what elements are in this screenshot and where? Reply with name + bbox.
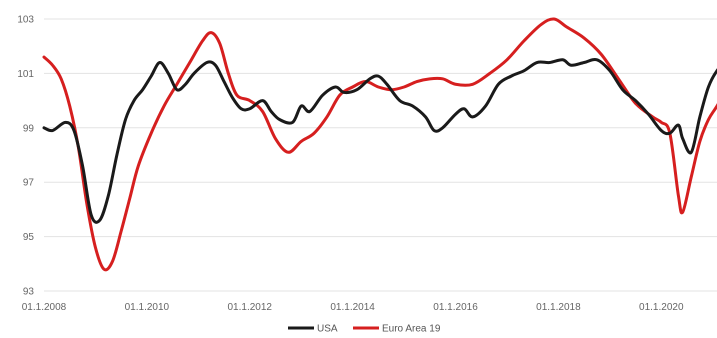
y-tick-label: 99 bbox=[23, 123, 35, 134]
x-tick-label: 01.1.2010 bbox=[125, 302, 170, 313]
x-tick-label: 01.1.2016 bbox=[433, 302, 478, 313]
y-tick-label: 97 bbox=[23, 178, 35, 189]
gridlines bbox=[44, 18, 717, 292]
x-tick-label: 01.1.2020 bbox=[639, 302, 684, 313]
legend-label-usa: USA bbox=[317, 324, 338, 335]
legend-label-euro-area-19: Euro Area 19 bbox=[382, 324, 441, 335]
y-axis: 93 95 97 99 101 103 bbox=[17, 15, 34, 298]
series-line-euro-area-19 bbox=[42, 17, 717, 272]
x-axis: 01.1.2008 01.1.2010 01.1.2012 01.1.2014 01.1… bbox=[22, 302, 684, 313]
x-tick-label: 01.1.2014 bbox=[330, 302, 375, 313]
y-tick-label: 101 bbox=[17, 69, 34, 80]
x-tick-label: 01.1.2008 bbox=[22, 302, 67, 313]
legend: USA Euro Area 19 bbox=[288, 324, 441, 335]
series-line-usa bbox=[42, 57, 717, 224]
x-tick-label: 01.1.2012 bbox=[228, 302, 273, 313]
y-tick-label: 93 bbox=[23, 287, 35, 298]
series-lines bbox=[42, 17, 717, 272]
y-tick-label: 95 bbox=[23, 232, 35, 243]
y-tick-label: 103 bbox=[17, 15, 34, 26]
x-tick-label: 01.1.2018 bbox=[536, 302, 581, 313]
